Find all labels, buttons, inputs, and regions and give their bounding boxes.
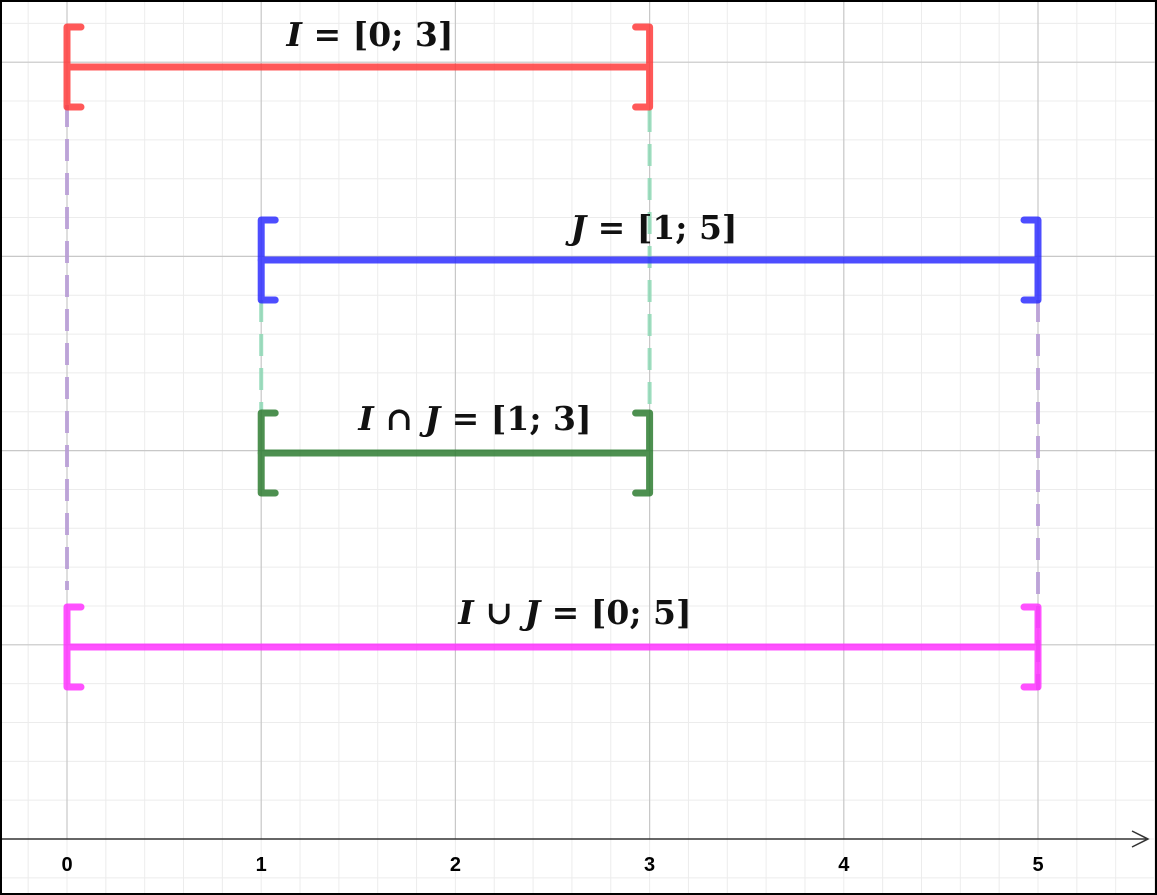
right-closed-bracket (632, 23, 654, 111)
interval-label-I-cap-J: I ∩ J = [1; 3] (357, 399, 591, 438)
x-tick-label: 3 (644, 854, 655, 876)
left-closed-bracket (63, 603, 85, 691)
x-tick-label: 1 (256, 854, 267, 876)
right-closed-bracket (1020, 216, 1042, 304)
interval-I (63, 23, 654, 111)
left-closed-bracket (257, 409, 279, 497)
interval-label-J: J = [1; 5] (564, 208, 737, 247)
left-closed-bracket (257, 216, 279, 304)
right-closed-bracket (632, 409, 654, 497)
interval-labels: I = [0; 3] J = [1; 5] I ∩ J = [1; 3] I ∪ J … (286, 15, 738, 632)
x-axis: 0 1 2 3 4 5 (0, 830, 1150, 876)
axis-arrow-icon (1131, 830, 1150, 848)
interval-I-cup-J (63, 603, 1042, 691)
right-closed-bracket (1020, 603, 1042, 691)
left-closed-bracket (63, 23, 85, 111)
x-tick-label: 5 (1032, 854, 1043, 876)
interval-bars (63, 23, 1042, 691)
interval-label-I: I = [0; 3] (286, 15, 454, 54)
interval-I-cap-J (257, 409, 654, 497)
x-tick-label: 0 (61, 854, 72, 876)
x-tick-label: 2 (450, 854, 461, 876)
interval-label-I-cup-J: I ∪ J = [0; 5] (457, 593, 691, 632)
x-tick-label: 4 (838, 854, 850, 876)
interval-J (257, 216, 1042, 304)
